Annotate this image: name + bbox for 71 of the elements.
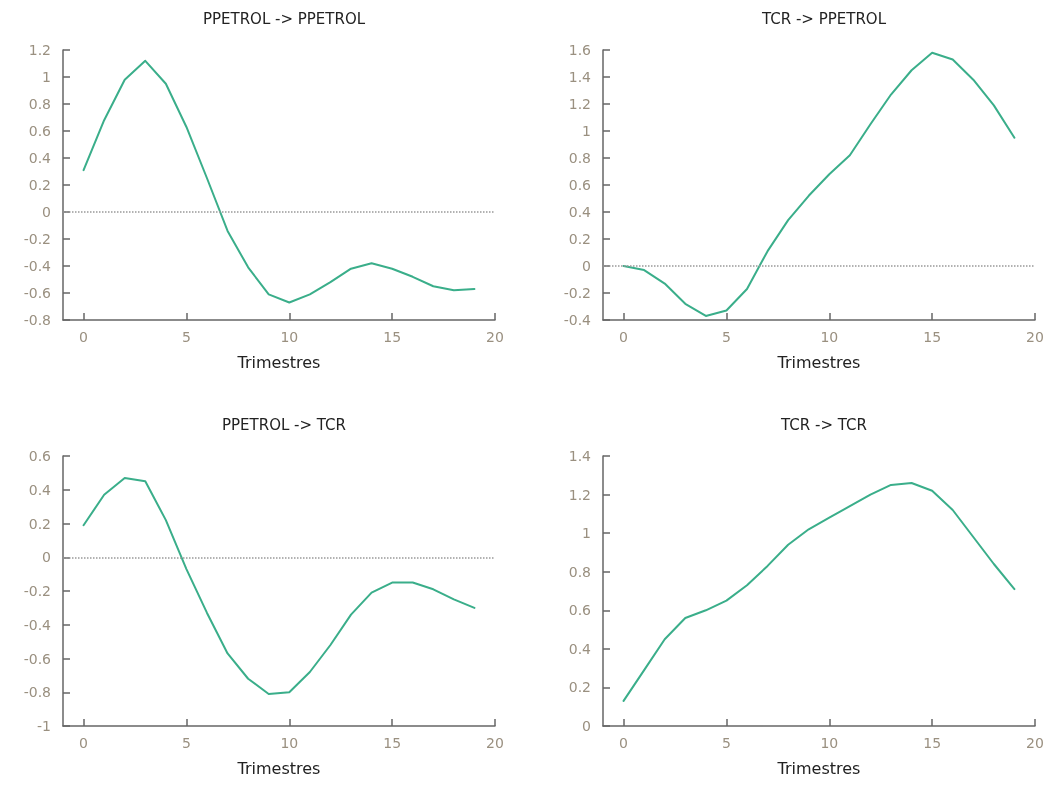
y-tick-label: 0.2 xyxy=(28,515,51,532)
y-tick-label: 0 xyxy=(42,204,51,220)
x-tick-label: 5 xyxy=(181,329,191,345)
y-tick-label: 1 xyxy=(42,69,51,85)
y-tick-label: 0.8 xyxy=(28,96,51,112)
line-series xyxy=(622,51,1016,317)
x-tick-label: 5 xyxy=(721,735,731,751)
x-tick-label: 15 xyxy=(923,735,942,751)
y-tick-label: 0.6 xyxy=(568,177,592,193)
x-tick-label: 20 xyxy=(1026,735,1044,751)
chart-title: TCR -> TCR xyxy=(780,415,867,434)
y-tick-label: 0.4 xyxy=(28,481,52,498)
x-tick-label: 20 xyxy=(1026,329,1044,345)
y-tick-label: 1 xyxy=(582,525,591,542)
y-tick-label: 0 xyxy=(582,718,591,734)
chart-title: PPETROL -> PPETROL xyxy=(202,9,366,28)
x-tick-label: 15 xyxy=(383,735,402,751)
y-tick-label: 0.4 xyxy=(568,640,592,657)
y-tick-label: -0.4 xyxy=(23,616,52,633)
y-tick-label: 0.6 xyxy=(568,602,592,619)
x-tick-label: 10 xyxy=(280,735,299,751)
y-tick-label: 1.2 xyxy=(568,486,591,503)
x-tick-label: 20 xyxy=(486,735,504,751)
y-tick-label: 0 xyxy=(42,549,51,566)
x-tick-label: 10 xyxy=(280,329,299,345)
x-tick-label: 10 xyxy=(820,735,839,751)
y-tick-label: 0.2 xyxy=(568,231,591,247)
y-tick-label: 0.8 xyxy=(568,563,591,580)
y-tick-label: -0.4 xyxy=(23,258,52,274)
y-tick-label: 0.4 xyxy=(568,204,592,220)
y-tick-label: -0.8 xyxy=(23,684,51,701)
y-tick-label: -0.6 xyxy=(23,650,52,667)
y-tick-label: -0.4 xyxy=(563,312,592,328)
line-series xyxy=(82,476,476,695)
y-tick-label: 0.4 xyxy=(28,150,52,166)
y-tick-label: 1.4 xyxy=(568,69,592,85)
y-tick-label: 1.4 xyxy=(568,448,592,464)
x-axis-title: Trimestres xyxy=(776,758,861,778)
y-tick-label: 0.2 xyxy=(28,177,51,193)
y-tick-label: 1.2 xyxy=(28,42,51,58)
y-tick-label: 0.6 xyxy=(28,123,52,139)
x-tick-label: 20 xyxy=(486,329,504,345)
line-series xyxy=(622,482,1016,702)
x-axis-title: Trimestres xyxy=(236,352,321,372)
chart-title: PPETROL -> TCR xyxy=(221,415,347,434)
x-tick-label: 0 xyxy=(79,735,89,751)
x-tick-label: 10 xyxy=(820,329,839,345)
y-tick-label: 1.2 xyxy=(568,96,591,112)
x-tick-label: 0 xyxy=(619,735,629,751)
x-tick-label: 5 xyxy=(721,329,731,345)
x-tick-label: 0 xyxy=(619,329,629,345)
y-tick-label: 1.6 xyxy=(568,42,592,58)
x-axis-title: Trimestres xyxy=(236,758,321,778)
y-tick-label: 0.2 xyxy=(568,679,591,696)
chart-title: TCR -> PPETROL xyxy=(760,9,887,28)
x-tick-label: 15 xyxy=(923,329,942,345)
y-tick-label: -0.2 xyxy=(23,583,51,599)
x-tick-label: 5 xyxy=(181,735,191,751)
y-tick-label: -0.2 xyxy=(563,285,591,301)
y-tick-label: -0.6 xyxy=(23,285,52,301)
x-tick-label: 0 xyxy=(79,329,89,345)
y-tick-label: -0.2 xyxy=(23,231,51,247)
y-tick-label: 0.8 xyxy=(568,150,591,166)
x-tick-label: 15 xyxy=(383,329,402,345)
line-series xyxy=(82,59,476,304)
y-tick-label: -1 xyxy=(37,718,51,734)
y-tick-label: 1 xyxy=(582,123,591,139)
x-axis-title: Trimestres xyxy=(776,352,861,372)
y-tick-label: 0 xyxy=(582,258,591,274)
y-tick-label: -0.8 xyxy=(23,312,51,328)
y-tick-label: 0.6 xyxy=(28,448,52,464)
